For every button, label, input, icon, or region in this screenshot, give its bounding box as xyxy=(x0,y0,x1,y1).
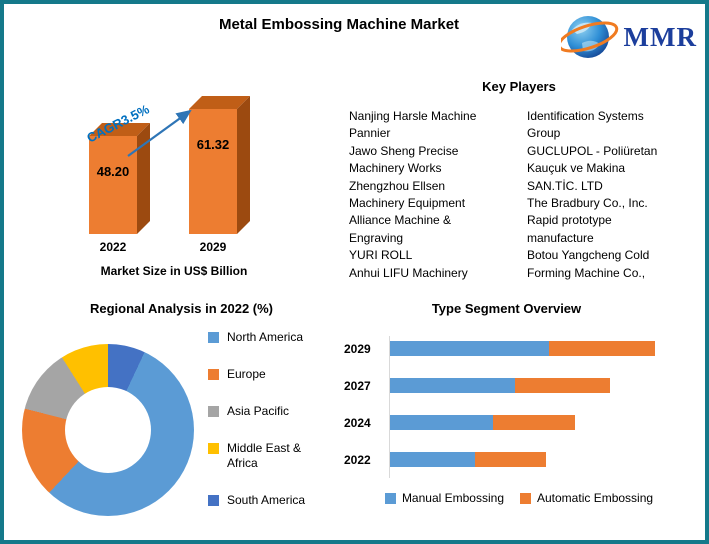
legend-label: Europe xyxy=(227,367,266,381)
year-label: 2022 xyxy=(99,240,127,254)
bar-value: 61.32 xyxy=(196,137,230,152)
automatic-embossing-segment xyxy=(493,415,576,430)
type-segment-chart: 2029 2027 2024 2022 xyxy=(344,330,674,478)
market-size-chart: 48.20 61.32 xyxy=(74,99,264,234)
key-player-item: Jawo Sheng Precise Machinery Works xyxy=(349,143,459,176)
cagr-arrow-icon xyxy=(127,109,192,157)
key-player-item: Zhengzhou Ellsen Machinery Equipment xyxy=(349,178,466,210)
regional-legend: North America Europe Asia Pacific Middle… xyxy=(208,330,326,530)
legend-label: Middle East & Africa xyxy=(227,441,302,470)
year-label: 2029 xyxy=(199,240,227,254)
legend-label: North America xyxy=(227,330,304,344)
legend-swatch xyxy=(208,406,219,417)
legend-item: South America xyxy=(208,493,326,508)
legend-item: Asia Pacific xyxy=(208,404,326,419)
key-player-item: Rapid prototype manufacture xyxy=(527,213,612,245)
manual-embossing-segment xyxy=(390,452,475,467)
manual-embossing-segment xyxy=(390,341,549,356)
stacked-bar xyxy=(390,341,655,356)
page-title: Metal Embossing Machine Market xyxy=(218,16,460,33)
year-label: 2024 xyxy=(344,415,371,430)
type-legend: Manual Embossing Automatic Embossing xyxy=(354,491,684,505)
key-player-item: YURI ROLL xyxy=(349,248,413,263)
key-player-item: Anhui LIFU Machinery xyxy=(349,265,468,280)
legend-swatch xyxy=(520,492,531,504)
stacked-bar xyxy=(390,415,576,430)
legend-swatch xyxy=(208,495,219,506)
stacked-bar-row: 2027 xyxy=(344,367,674,404)
legend-swatch xyxy=(208,369,219,380)
regional-analysis-heading: Regional Analysis in 2022 (%) xyxy=(89,301,274,316)
legend-label: Manual Embossing xyxy=(401,491,504,505)
key-players-column-2: Identification Systems Group GUCLUPOL - … xyxy=(527,108,677,282)
legend-item: Manual Embossing xyxy=(384,491,504,505)
stacked-bar xyxy=(390,452,547,467)
bar-2022: 48.20 xyxy=(89,136,137,234)
key-player-item: Identification Systems Group xyxy=(527,109,644,141)
bar-value: 48.20 xyxy=(96,164,130,179)
year-label: 2022 xyxy=(344,452,371,467)
legend-item: Middle East & Africa xyxy=(208,441,326,471)
legend-swatch xyxy=(208,443,219,454)
key-players-heading: Key Players xyxy=(482,79,556,94)
year-label: 2027 xyxy=(344,378,371,393)
legend-swatch xyxy=(384,492,396,504)
globe-icon xyxy=(560,16,618,58)
legend-label: South America xyxy=(227,493,306,507)
legend-item: Europe xyxy=(208,367,326,382)
stacked-bar-row: 2024 xyxy=(344,404,674,441)
legend-label: Automatic Embossing xyxy=(537,491,654,505)
legend-item: North America xyxy=(208,330,326,345)
regional-donut-chart xyxy=(22,344,194,516)
key-player-item: Pannier xyxy=(349,126,391,141)
automatic-embossing-segment xyxy=(514,378,610,393)
bar-2029: 61.32 xyxy=(189,109,237,234)
year-label: 2029 xyxy=(344,341,371,356)
chart-caption: Market Size in US$ Billion xyxy=(100,264,248,278)
manual-embossing-segment xyxy=(390,378,515,393)
key-player-item: GUCLUPOL - Poliüretan Kauçuk ve Makina S… xyxy=(527,143,658,193)
logo-text: MMR xyxy=(623,21,697,52)
key-player-item: Alliance Machine & Engraving xyxy=(349,213,452,245)
automatic-embossing-segment xyxy=(549,341,655,356)
automatic-embossing-segment xyxy=(474,452,547,467)
axis-line xyxy=(389,336,390,478)
mmr-logo: MMR xyxy=(560,10,697,64)
type-segment-heading: Type Segment Overview xyxy=(431,301,582,316)
stacked-bar-row: 2022 xyxy=(344,441,674,478)
key-player-item: Botou Yangcheng Cold Forming Machine Co.… xyxy=(527,248,650,280)
key-player-item: The Bradbury Co., Inc. xyxy=(527,195,648,210)
stacked-bar xyxy=(390,378,610,393)
key-player-item: Nanjing Harsle Machine xyxy=(349,109,477,123)
manual-embossing-segment xyxy=(390,415,494,430)
legend-item: Automatic Embossing xyxy=(520,491,653,505)
legend-swatch xyxy=(208,332,219,343)
stacked-bar-row: 2029 xyxy=(344,330,674,367)
legend-label: Asia Pacific xyxy=(227,404,290,418)
key-players-column-1: Nanjing Harsle Machine Pannier Jawo Shen… xyxy=(349,108,489,282)
